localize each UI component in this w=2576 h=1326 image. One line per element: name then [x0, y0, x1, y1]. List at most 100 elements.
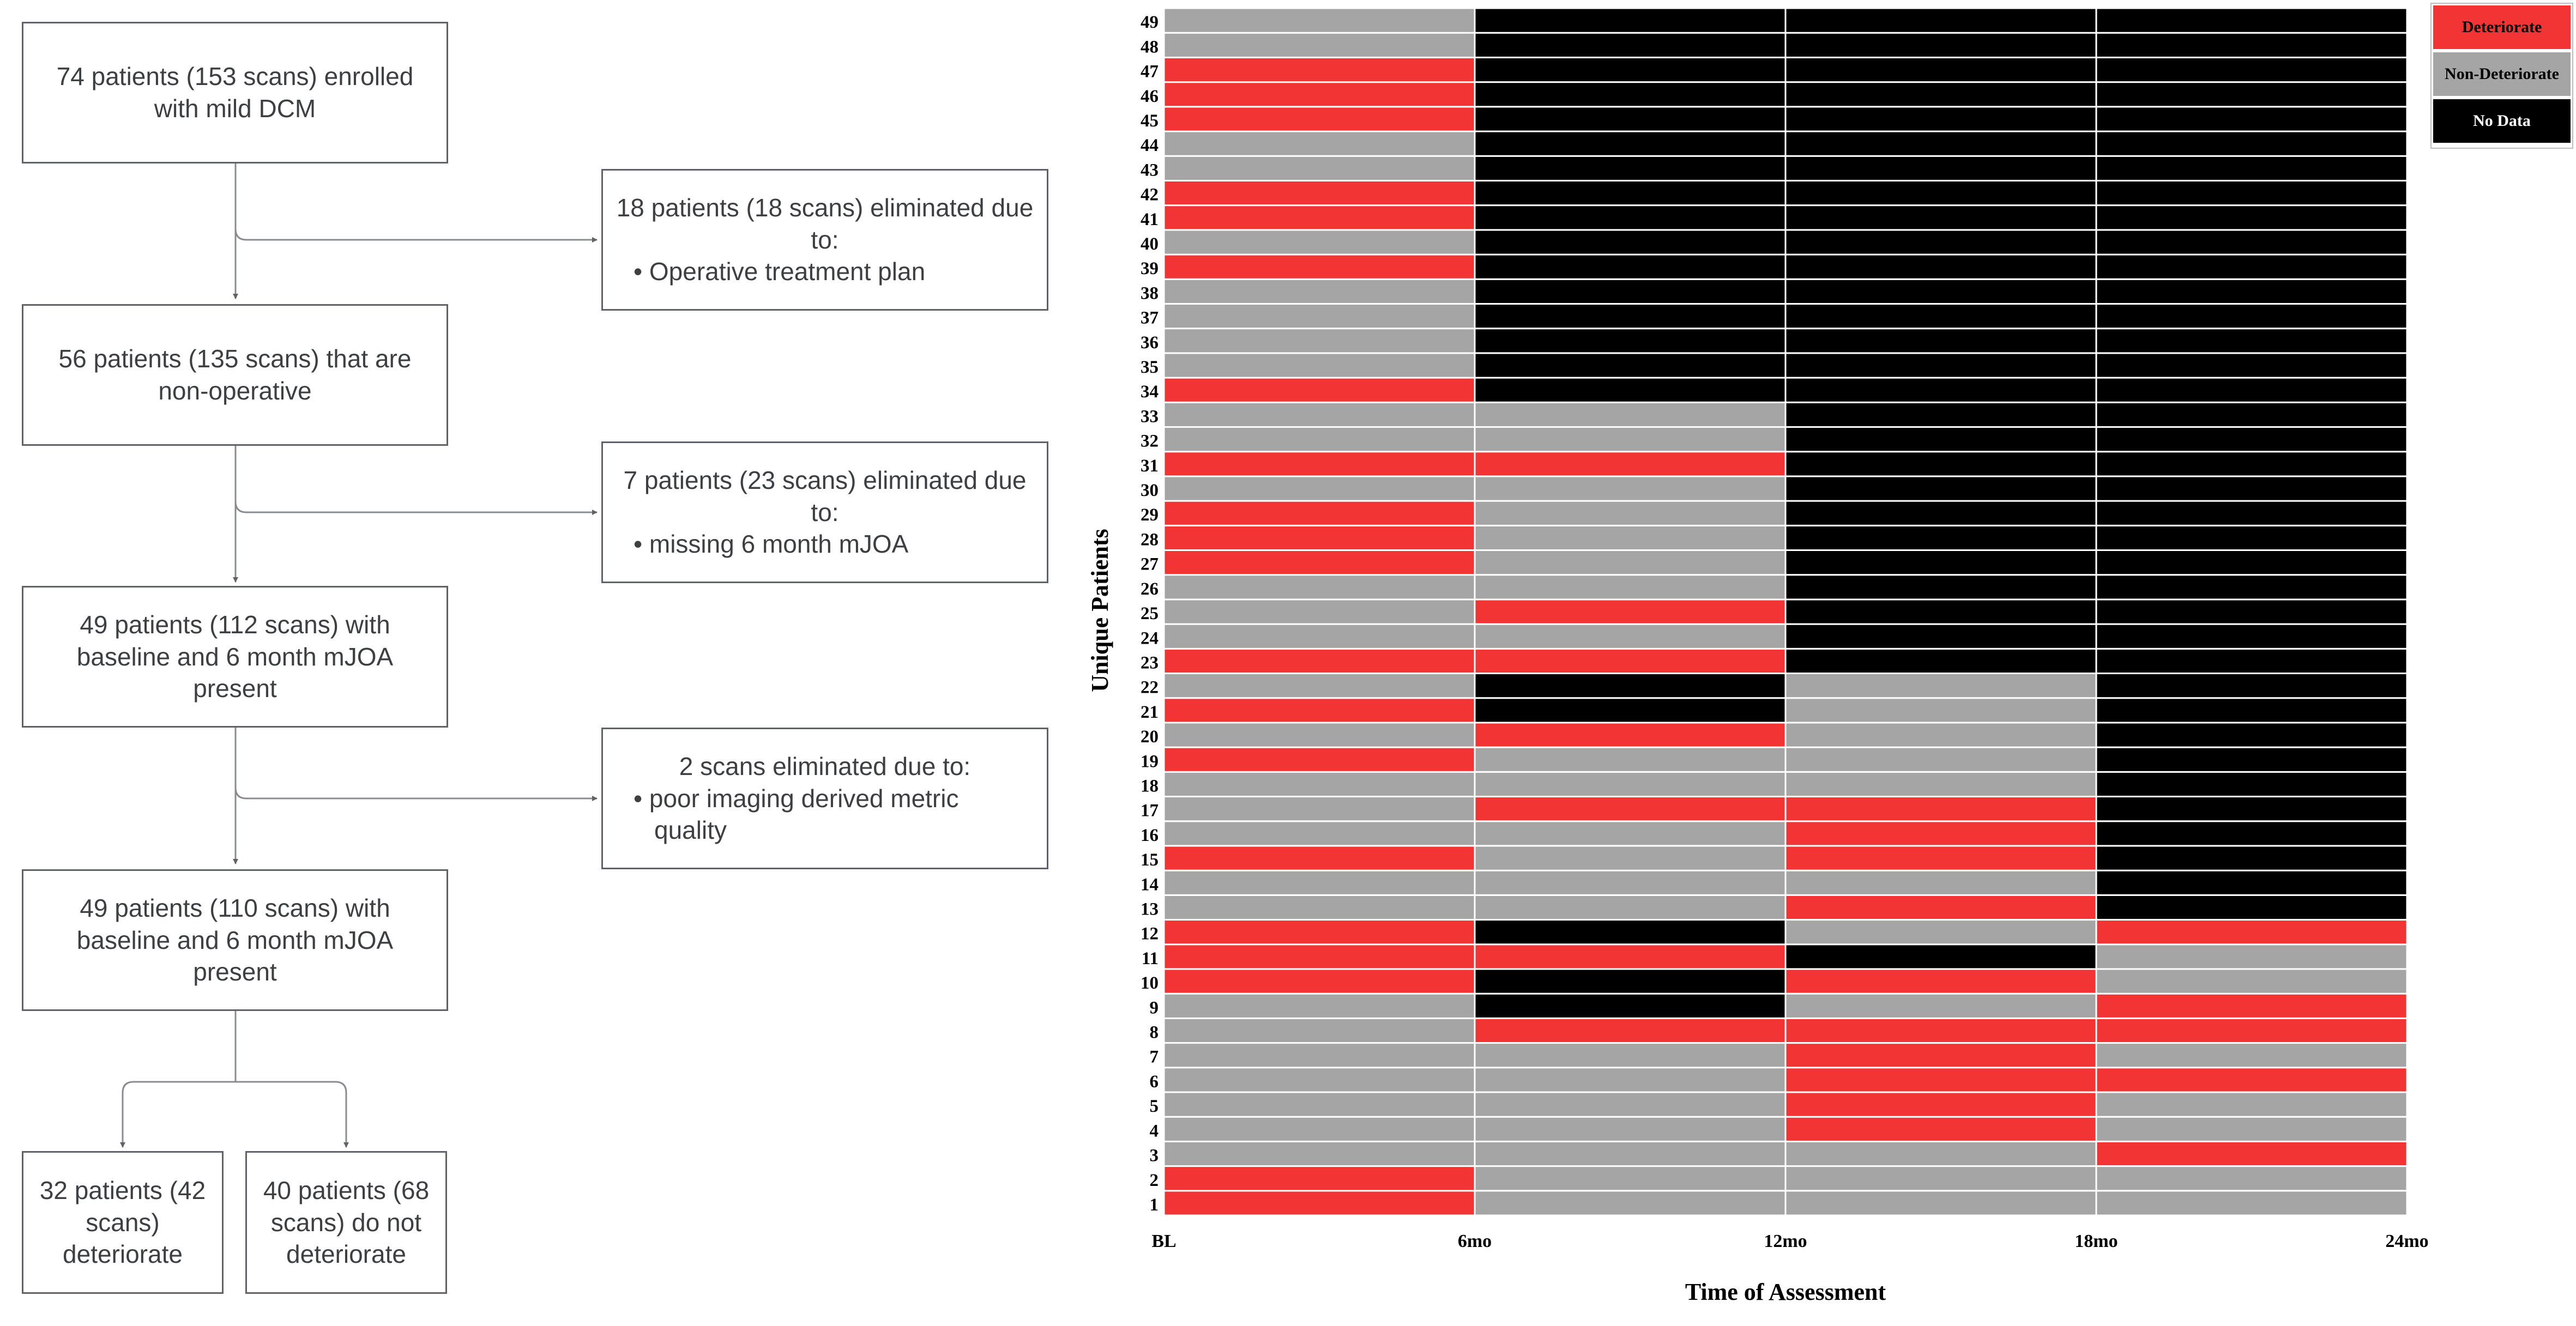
patient-label-9: 9	[1150, 998, 1159, 1018]
patient-label-47: 47	[1141, 62, 1159, 82]
heatmap-cell-p25-3	[2095, 598, 2408, 625]
x-tick-24mo: 24mo	[2385, 1231, 2428, 1251]
legend-label-X: No Data	[2473, 112, 2531, 130]
enrolled-box: 74 patients (153 scans) enrolled with mi…	[22, 22, 448, 164]
heatmap-cell-p25-2	[1784, 598, 2097, 625]
heatmap-cell-p1-1	[1474, 1190, 1787, 1216]
heatmap-cell-p6-3	[2095, 1067, 2408, 1093]
patient-label-4: 4	[1150, 1121, 1159, 1141]
heatmap-cell-p7-3	[2095, 1042, 2408, 1069]
x-axis-label: Time of Assessment	[1685, 1279, 1886, 1305]
heatmap-cell-p30-1	[1474, 475, 1787, 502]
patient-label-22: 22	[1141, 678, 1159, 698]
heatmap-cell-p26-2	[1784, 574, 2097, 601]
heatmap-cell-p38-1	[1474, 278, 1787, 305]
heatmap-cell-p8-0	[1163, 1017, 1476, 1044]
heatmap-cell-p48-2	[1784, 32, 2097, 58]
heatmap-cell-p43-1	[1474, 155, 1787, 181]
heatmap-cell-p36-0	[1163, 328, 1476, 354]
patient-label-1: 1	[1150, 1195, 1159, 1215]
patient-label-10: 10	[1141, 973, 1159, 993]
heatmap-cell-p32-1	[1474, 426, 1787, 453]
patient-label-6: 6	[1150, 1072, 1159, 1092]
heatmap-cell-p31-0	[1163, 451, 1476, 477]
heatmap-cell-p10-2	[1784, 968, 2097, 995]
heatmap-cell-p2-0	[1163, 1165, 1476, 1192]
heatmap-cell-p46-0	[1163, 81, 1476, 108]
heatmap-cell-p18-3	[2095, 771, 2408, 798]
heatmap-cell-p15-1	[1474, 845, 1787, 871]
patient-label-5: 5	[1150, 1097, 1159, 1116]
heatmap-cell-p20-2	[1784, 722, 2097, 748]
heatmap-cell-p33-3	[2095, 401, 2408, 428]
patient-label-11: 11	[1142, 949, 1159, 968]
heatmap-cell-p15-3	[2095, 845, 2408, 871]
heatmap-cell-p30-0	[1163, 475, 1476, 502]
patient-label-42: 42	[1141, 185, 1159, 205]
heatmap-cell-p21-0	[1163, 697, 1476, 724]
heatmap-cell-p36-2	[1784, 328, 2097, 354]
patient-label-35: 35	[1141, 358, 1159, 377]
patient-label-39: 39	[1141, 259, 1159, 278]
heatmap-cell-p11-2	[1784, 943, 2097, 970]
patient-label-31: 31	[1141, 456, 1159, 476]
baseline-box-1: 49 patients (112 scans) with baseline an…	[22, 586, 448, 728]
heatmap-cell-p26-3	[2095, 574, 2408, 601]
patient-label-27: 27	[1141, 555, 1159, 574]
heatmap-cell-p39-2	[1784, 253, 2097, 280]
heatmap-cell-p33-1	[1474, 401, 1787, 428]
heatmap-cell-p28-2	[1784, 524, 2097, 551]
heatmap-cell-p41-3	[2095, 204, 2408, 231]
heatmap-cell-p6-2	[1784, 1067, 2097, 1093]
heatmap-cell-p26-1	[1474, 574, 1787, 601]
patient-label-2: 2	[1150, 1171, 1159, 1190]
heatmap-cell-p12-3	[2095, 919, 2408, 946]
heatmap-cells	[1163, 7, 2408, 1216]
heatmap-cell-p28-3	[2095, 524, 2408, 551]
heatmap-cell-p19-3	[2095, 746, 2408, 773]
heatmap-cell-p23-0	[1163, 647, 1476, 675]
heatmap-cell-p32-0	[1163, 426, 1476, 453]
patient-label-45: 45	[1141, 111, 1159, 131]
heatmap-cell-p31-2	[1784, 451, 2097, 477]
heatmap-cell-p37-1	[1474, 302, 1787, 330]
heatmap-cell-p47-1	[1474, 56, 1787, 83]
heatmap-cell-p24-2	[1784, 623, 2097, 650]
heatmap-cell-p1-0	[1163, 1190, 1476, 1216]
heatmap-cell-p38-0	[1163, 278, 1476, 305]
heatmap-cell-p49-2	[1784, 7, 2097, 34]
heatmap-cell-p44-2	[1784, 130, 2097, 157]
exclusion-box-missing-mjoa: 7 patients (23 scans) eliminated due to:…	[601, 441, 1048, 583]
heatmap-cell-p40-2	[1784, 229, 2097, 256]
heatmap-cell-p22-0	[1163, 673, 1476, 699]
patient-label-41: 41	[1141, 210, 1159, 229]
heatmap-cell-p19-0	[1163, 746, 1476, 773]
heatmap-cell-p46-2	[1784, 81, 2097, 108]
heatmap-cell-p48-0	[1163, 32, 1476, 58]
heatmap-cell-p33-2	[1784, 401, 2097, 428]
heatmap-cell-p9-0	[1163, 992, 1476, 1019]
patient-label-8: 8	[1150, 1023, 1159, 1043]
heatmap-cell-p3-0	[1163, 1140, 1476, 1167]
heatmap-cell-p32-2	[1784, 426, 2097, 453]
patient-label-46: 46	[1141, 87, 1159, 106]
heatmap-cell-p10-0	[1163, 968, 1476, 995]
heatmap-cell-p29-2	[1784, 500, 2097, 526]
heatmap-cell-p6-0	[1163, 1067, 1476, 1093]
heatmap-cell-p14-2	[1784, 869, 2097, 896]
patient-label-24: 24	[1141, 628, 1159, 648]
heatmap-cell-p13-2	[1784, 894, 2097, 921]
heatmap-cell-p3-2	[1784, 1140, 2097, 1167]
patient-label-36: 36	[1141, 333, 1159, 353]
patient-label-13: 13	[1141, 900, 1159, 919]
nonoperative-box: 56 patients (135 scans) that are non-ope…	[22, 304, 448, 446]
heatmap-cell-p4-1	[1474, 1116, 1787, 1142]
heatmap-cell-p24-1	[1474, 623, 1787, 650]
heatmap-cell-p18-1	[1474, 771, 1787, 798]
patient-assessment-heatmap: 1234567891011121314151617181920212223242…	[1087, 3, 2573, 1305]
exclusion-box-imaging-quality: 2 scans eliminated due to: • poor imagin…	[601, 728, 1048, 869]
x-tick-18mo: 18mo	[2074, 1231, 2117, 1251]
heatmap-cell-p14-3	[2095, 869, 2408, 896]
baseline-box-2: 49 patients (110 scans) with baseline an…	[22, 869, 448, 1011]
heatmap-cell-p12-0	[1163, 919, 1476, 946]
